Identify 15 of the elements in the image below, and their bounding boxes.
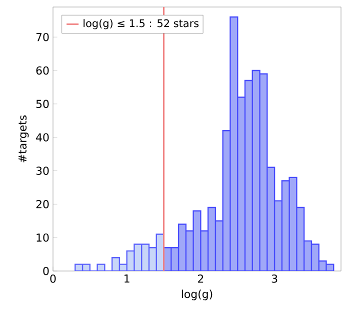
y-tick-label: 0 <box>43 266 49 276</box>
y-tick-label: 60 <box>36 66 49 75</box>
x-axis-title: log(g) <box>182 290 212 300</box>
ref-line-label: log(g) ≤ 1.5 : 52 stars <box>84 19 199 30</box>
x-tick-label: 2 <box>198 274 204 283</box>
y-tick-label: 30 <box>36 166 49 175</box>
y-tick-label: 10 <box>36 233 49 242</box>
y-tick-label: 20 <box>36 200 49 208</box>
x-tick-label: 3 <box>272 274 278 283</box>
x-tick-label: 0 <box>50 274 56 283</box>
y-axis-title: #targets <box>18 115 29 162</box>
y-tick-label: 50 <box>36 100 49 108</box>
x-tick-label: 1 <box>124 274 130 283</box>
y-tick-label: 70 <box>36 32 49 42</box>
y-tick-label: 40 <box>36 133 49 142</box>
